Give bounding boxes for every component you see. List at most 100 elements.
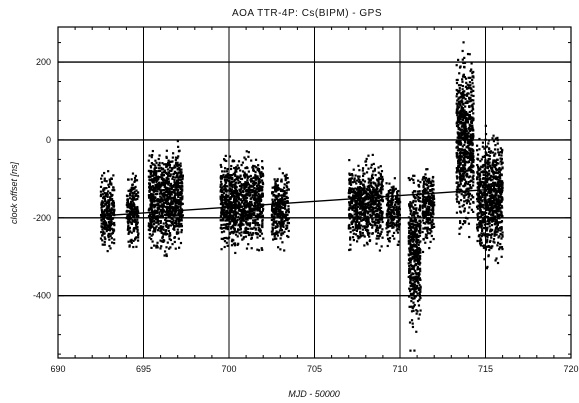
data-point [128, 213, 131, 216]
data-point [130, 238, 133, 241]
data-point [469, 155, 472, 158]
data-point [171, 177, 174, 180]
data-point [396, 192, 399, 195]
data-point [224, 185, 227, 188]
data-point [107, 185, 111, 188]
data-point [418, 208, 421, 211]
data-point [251, 221, 255, 224]
data-point [282, 206, 285, 210]
data-point [165, 225, 168, 228]
data-point [125, 217, 128, 220]
data-point [248, 188, 251, 191]
data-point [222, 192, 226, 195]
data-point [353, 177, 356, 180]
data-point [424, 201, 428, 205]
data-point [150, 234, 153, 237]
data-point [179, 206, 182, 210]
data-point [469, 125, 472, 128]
data-point [101, 234, 104, 237]
data-point [277, 193, 280, 196]
data-point [245, 247, 249, 250]
data-point [283, 183, 286, 186]
data-point [358, 207, 362, 210]
data-point [126, 220, 129, 223]
data-point [135, 245, 138, 248]
data-point [411, 245, 414, 248]
data-point [181, 185, 184, 188]
data-point [109, 193, 113, 196]
data-point [349, 243, 352, 246]
data-point [455, 200, 459, 203]
data-point [271, 226, 274, 229]
data-point [472, 135, 475, 138]
data-point [254, 158, 258, 161]
data-point [413, 212, 416, 215]
data-point [393, 206, 396, 209]
data-point [259, 229, 262, 232]
data-point [136, 230, 139, 233]
data-point [224, 181, 228, 184]
data-point [233, 185, 236, 188]
data-point [132, 202, 135, 205]
data-point [349, 236, 352, 239]
data-point [414, 269, 417, 272]
data-point [426, 232, 430, 235]
data-point [255, 178, 258, 181]
data-point [270, 218, 273, 222]
data-point [230, 218, 233, 221]
data-point [168, 232, 172, 235]
data-point [241, 219, 244, 222]
data-point [240, 217, 243, 220]
data-point [178, 209, 181, 212]
data-point [276, 195, 279, 198]
data-point [105, 201, 108, 205]
data-point [459, 152, 462, 155]
data-point [283, 197, 287, 201]
data-point [408, 290, 412, 293]
data-point [177, 145, 180, 148]
data-point [363, 208, 366, 211]
data-point [425, 210, 428, 213]
data-point [351, 216, 355, 219]
data-point [431, 191, 434, 194]
data-point [152, 198, 155, 201]
data-point [135, 192, 138, 196]
data-point [365, 171, 369, 174]
data-point [351, 200, 354, 203]
data-point [280, 229, 284, 232]
data-point [272, 238, 275, 241]
data-point [415, 240, 418, 243]
data-point [469, 84, 472, 87]
data-point [376, 178, 379, 181]
data-point [132, 227, 136, 230]
data-point [364, 198, 367, 201]
data-point [164, 221, 168, 224]
data-point [410, 177, 413, 180]
data-point [224, 196, 227, 199]
data-point [108, 229, 112, 232]
data-point [165, 212, 168, 215]
data-point [369, 204, 372, 207]
data-point [174, 210, 177, 213]
data-point [356, 219, 359, 222]
data-point [226, 207, 230, 210]
data-point [125, 210, 128, 213]
data-point [159, 186, 162, 189]
data-point [390, 208, 393, 212]
data-point [235, 221, 238, 224]
data-point [366, 202, 369, 205]
data-point [274, 180, 277, 183]
data-point [367, 189, 370, 192]
data-point [455, 110, 459, 113]
data-point [131, 220, 135, 223]
data-point [414, 262, 418, 266]
data-point [157, 167, 161, 170]
data-point [418, 255, 422, 259]
data-point [407, 262, 410, 265]
data-point [278, 200, 281, 203]
data-point [152, 190, 155, 193]
data-point [276, 184, 280, 187]
data-point [180, 175, 183, 178]
data-point [463, 159, 466, 162]
data-point [167, 174, 170, 177]
